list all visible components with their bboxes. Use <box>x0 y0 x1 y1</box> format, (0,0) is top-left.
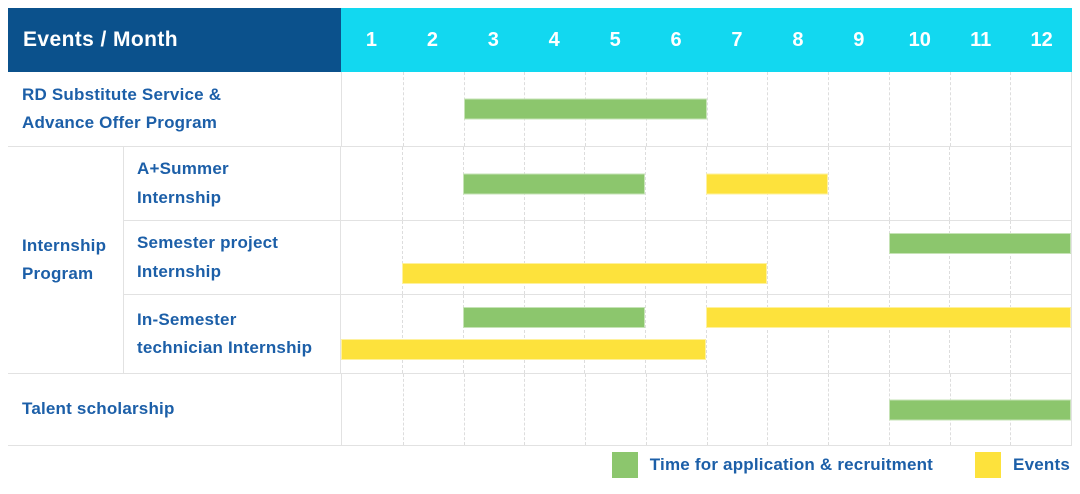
legend-swatch-events-icon <box>975 452 1002 478</box>
month-gridline <box>524 374 526 445</box>
legend-item-application: Time for application & recruitment <box>611 452 934 478</box>
row-label-rd-substitute-service: RD Substitute Service & Advance Offer Pr… <box>22 84 222 132</box>
table-row: In-Semester technician Internship <box>124 295 1071 373</box>
month-header-7: 7 <box>731 28 743 51</box>
month-gridline <box>827 221 829 294</box>
month-gridline <box>645 295 647 373</box>
month-gridline <box>888 147 890 220</box>
bar-application <box>888 399 1071 420</box>
timeline-a-plus-summer-internship <box>340 147 1071 220</box>
bar-application <box>462 173 646 194</box>
timeline-rd-substitute-service <box>341 72 1071 146</box>
row-label-in-semester-technician-internship: In-Semester technician Internship <box>137 309 313 357</box>
legend-item-events: Events <box>975 452 1070 478</box>
month-header-10: 10 <box>908 28 931 51</box>
bar-application <box>463 98 707 120</box>
bar-application <box>462 307 646 329</box>
month-gridline <box>463 374 465 445</box>
month-gridline <box>1010 72 1012 146</box>
month-gridline <box>767 374 769 445</box>
month-gridline <box>645 221 647 294</box>
month-gridline <box>949 295 951 373</box>
month-gridline <box>462 295 464 373</box>
month-gridline <box>706 374 708 445</box>
month-gridline <box>645 374 647 445</box>
events-month-table: Events / Month 1 2 3 4 5 6 7 8 9 10 11 12 RD Substi… <box>8 8 1072 446</box>
month-header-6: 6 <box>670 28 682 51</box>
month-gridline <box>766 221 768 294</box>
month-gridline <box>1010 147 1012 220</box>
month-gridline <box>766 295 768 373</box>
month-gridline <box>584 221 586 294</box>
month-header-11: 11 <box>970 28 992 51</box>
month-gridline <box>706 295 707 373</box>
month-gridline <box>1010 221 1012 294</box>
month-header-9: 9 <box>853 28 865 51</box>
table-header-title: Events / Month <box>8 8 341 72</box>
group-label-internship-program: Internship Program <box>8 147 124 373</box>
bar-event <box>401 262 767 284</box>
month-gridline <box>706 221 707 294</box>
month-header-8: 8 <box>792 28 804 51</box>
month-gridline <box>523 221 525 294</box>
month-gridline <box>888 221 890 294</box>
timeline-semester-project-internship <box>340 221 1071 294</box>
month-gridline <box>462 221 464 294</box>
month-gridline <box>645 147 647 220</box>
month-header-1: 1 <box>365 28 378 51</box>
month-gridline <box>706 72 708 146</box>
month-gridline <box>401 295 403 373</box>
legend-label-application: Time for application & recruitment <box>649 455 934 474</box>
month-gridline <box>827 147 829 220</box>
month-header-2: 2 <box>426 28 438 51</box>
table-row: Talent scholarship <box>8 374 1071 445</box>
table-row: A+Summer Internship <box>124 147 1071 221</box>
timeline-talent-scholarship <box>341 374 1071 445</box>
table-row: RD Substitute Service & Advance Offer Pr… <box>8 72 1071 147</box>
row-label-semester-project-internship: Semester project Internship <box>137 233 279 281</box>
table-header-row: Events / Month 1 2 3 4 5 6 7 8 9 10 11 12 <box>8 8 1072 72</box>
month-gridline <box>523 295 525 373</box>
timeline-in-semester-technician-internship <box>340 295 1071 373</box>
bar-event <box>341 339 706 361</box>
bar-event <box>706 307 1071 329</box>
month-header-row: 1 2 3 4 5 6 7 8 9 10 11 12 <box>341 8 1072 72</box>
month-gridline <box>584 295 586 373</box>
legend: Time for application & recruitment Event… <box>611 452 1070 478</box>
month-gridline <box>949 147 951 220</box>
month-gridline <box>402 374 404 445</box>
month-gridline <box>767 72 769 146</box>
legend-swatch-application-icon <box>611 452 638 478</box>
month-header-4: 4 <box>548 28 560 51</box>
month-gridline <box>949 221 951 294</box>
row-label-talent-scholarship: Talent scholarship <box>22 399 175 419</box>
month-gridline <box>949 72 951 146</box>
month-gridline <box>402 72 404 146</box>
month-gridline <box>828 374 829 445</box>
month-gridline <box>888 295 890 373</box>
month-gridline <box>585 374 586 445</box>
table-body: RD Substitute Service & Advance Offer Pr… <box>8 72 1072 446</box>
month-gridline <box>828 72 829 146</box>
month-header-12: 12 <box>1030 28 1053 51</box>
bar-event <box>706 173 828 194</box>
month-gridline <box>401 147 403 220</box>
internship-program-subrows: A+Summer Internship Semester project Int… <box>124 147 1071 373</box>
month-header-3: 3 <box>487 28 499 51</box>
table-row: Semester project Internship <box>124 221 1071 295</box>
month-gridline <box>888 72 890 146</box>
legend-label-events: Events <box>1013 455 1070 474</box>
internship-program-group: Internship Program A+Summer Internship S… <box>8 147 1071 374</box>
month-gridline <box>1010 295 1012 373</box>
month-gridline <box>827 295 829 373</box>
row-label-a-plus-summer-internship: A+Summer Internship <box>137 159 229 207</box>
bar-application <box>888 232 1071 254</box>
month-header-5: 5 <box>609 28 621 51</box>
month-gridline <box>401 221 403 294</box>
